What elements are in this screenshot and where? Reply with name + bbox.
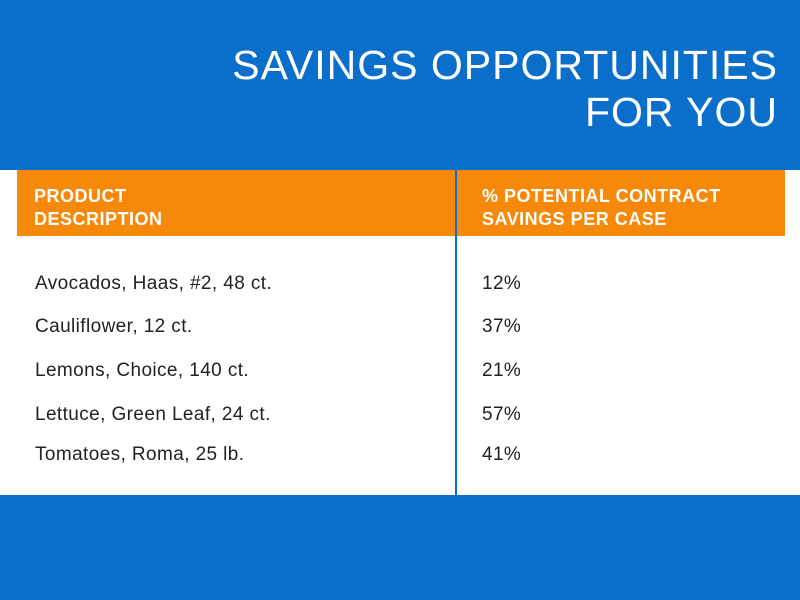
savings-cell: 57%	[482, 404, 522, 425]
title-line-2: FOR YOU	[584, 89, 778, 135]
savings-cell: 41%	[482, 444, 522, 465]
table-header: PRODUCT DESCRIPTION % POTENTIAL CONTRACT…	[17, 170, 785, 236]
product-cell: Lettuce, Green Leaf, 24 ct.	[35, 404, 271, 425]
product-cell: Avocados, Haas, #2, 48 ct.	[35, 273, 273, 294]
savings-cell: 21%	[482, 360, 522, 381]
product-cell: Lemons, Choice, 140 ct.	[35, 360, 250, 381]
table-row: Cauliflower, 12 ct. 37%	[0, 312, 800, 342]
title-line-1: SAVINGS OPPORTUNITIES	[232, 42, 778, 88]
page-title: SAVINGS OPPORTUNITIES FOR YOU	[232, 42, 778, 136]
column-divider	[455, 170, 457, 495]
product-cell: Tomatoes, Roma, 25 lb.	[35, 444, 245, 465]
table-row: Lemons, Choice, 140 ct. 21%	[0, 356, 800, 386]
product-cell: Cauliflower, 12 ct.	[35, 316, 193, 337]
savings-table: PRODUCT DESCRIPTION % POTENTIAL CONTRACT…	[0, 170, 800, 495]
savings-cell: 37%	[482, 316, 522, 337]
header-product-description: PRODUCT DESCRIPTION	[34, 186, 163, 229]
table-row: Tomatoes, Roma, 25 lb. 41%	[0, 440, 800, 470]
table-row: Avocados, Haas, #2, 48 ct. 12%	[0, 269, 800, 299]
table-row: Lettuce, Green Leaf, 24 ct. 57%	[0, 400, 800, 430]
header-potential-savings: % POTENTIAL CONTRACT SAVINGS PER CASE	[482, 186, 721, 229]
savings-cell: 12%	[482, 273, 522, 294]
